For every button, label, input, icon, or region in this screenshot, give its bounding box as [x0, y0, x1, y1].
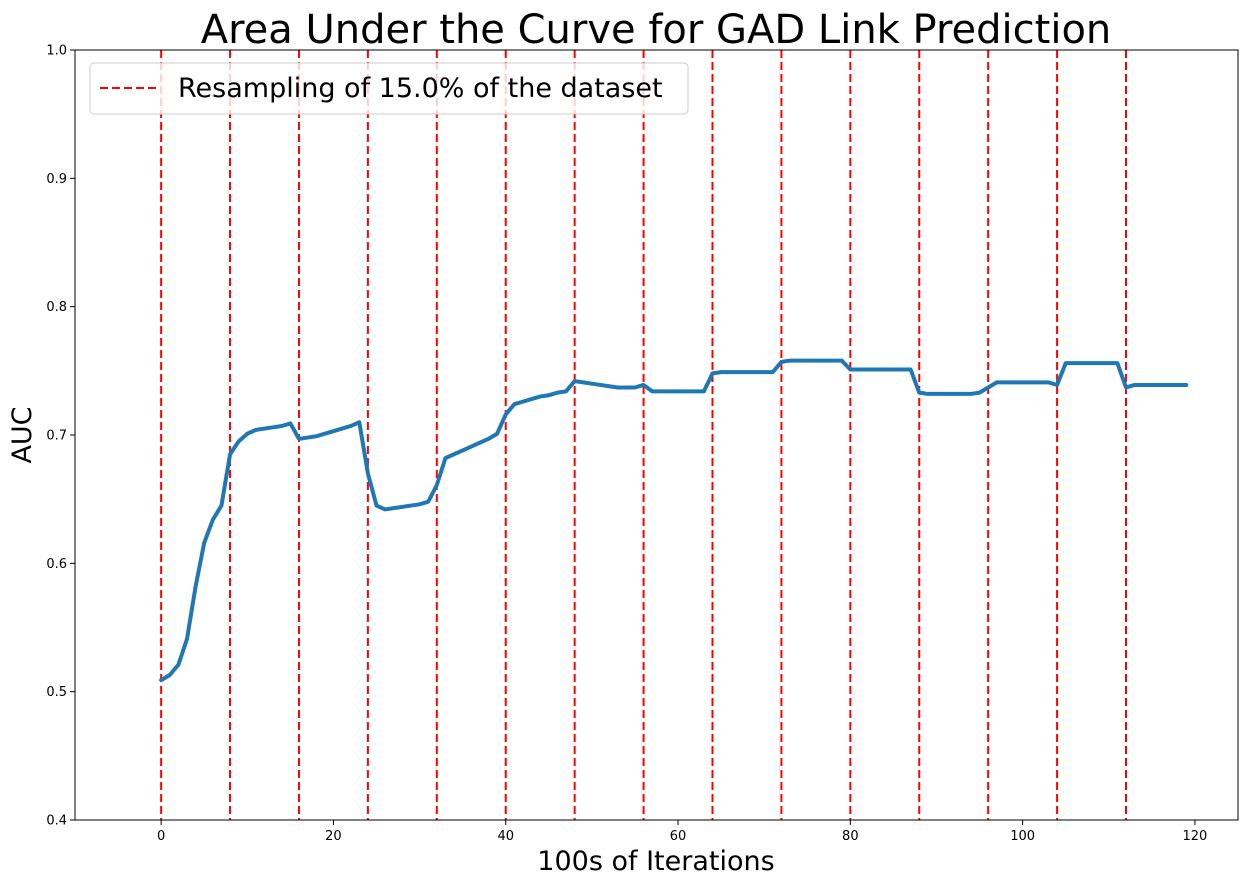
- auc-series-line-0: [159, 358, 1189, 683]
- y-tick-label-1: 0.5: [46, 685, 67, 700]
- x-tick-label-4: 80: [842, 829, 859, 844]
- y-tick-label-0: 0.4: [46, 814, 67, 829]
- x-tick-label-5: 100: [1010, 829, 1035, 844]
- legend-box: [89, 62, 689, 115]
- x-tick-label-1: 20: [325, 829, 342, 844]
- y-tick-label-2: 0.6: [46, 557, 67, 572]
- resampling-lines: [160, 50, 1128, 820]
- x-axis-ticks: 0 20 40 60 80 100 120: [157, 820, 1207, 844]
- legend-entry-label: Resampling of 15.0% of the dataset: [178, 73, 663, 104]
- x-axis-label: 100s of Iterations: [537, 846, 774, 877]
- y-axis-label: AUC: [7, 406, 38, 463]
- plot-area: 0 20 40 60 80 100 120 0.4 0.5 0.6 0.7 0.8 0.9 1.0: [46, 44, 1239, 844]
- y-tick-label-5: 0.9: [46, 172, 67, 187]
- x-tick-label-0: 0: [157, 829, 165, 844]
- y-tick-label-6: 1.0: [46, 44, 67, 59]
- x-tick-label-2: 40: [497, 829, 514, 844]
- y-tick-label-4: 0.8: [46, 300, 67, 315]
- y-axis-ticks: 0.4 0.5 0.6 0.7 0.8 0.9 1.0: [46, 44, 75, 829]
- chart-title: Area Under the Curve for GAD Link Predic…: [201, 7, 1112, 53]
- series-layer: [159, 358, 1189, 683]
- x-tick-label-6: 120: [1183, 829, 1208, 844]
- x-tick-label-3: 60: [670, 829, 687, 844]
- legend: Resampling of 15.0% of the dataset: [89, 62, 689, 115]
- y-tick-label-3: 0.7: [46, 429, 67, 444]
